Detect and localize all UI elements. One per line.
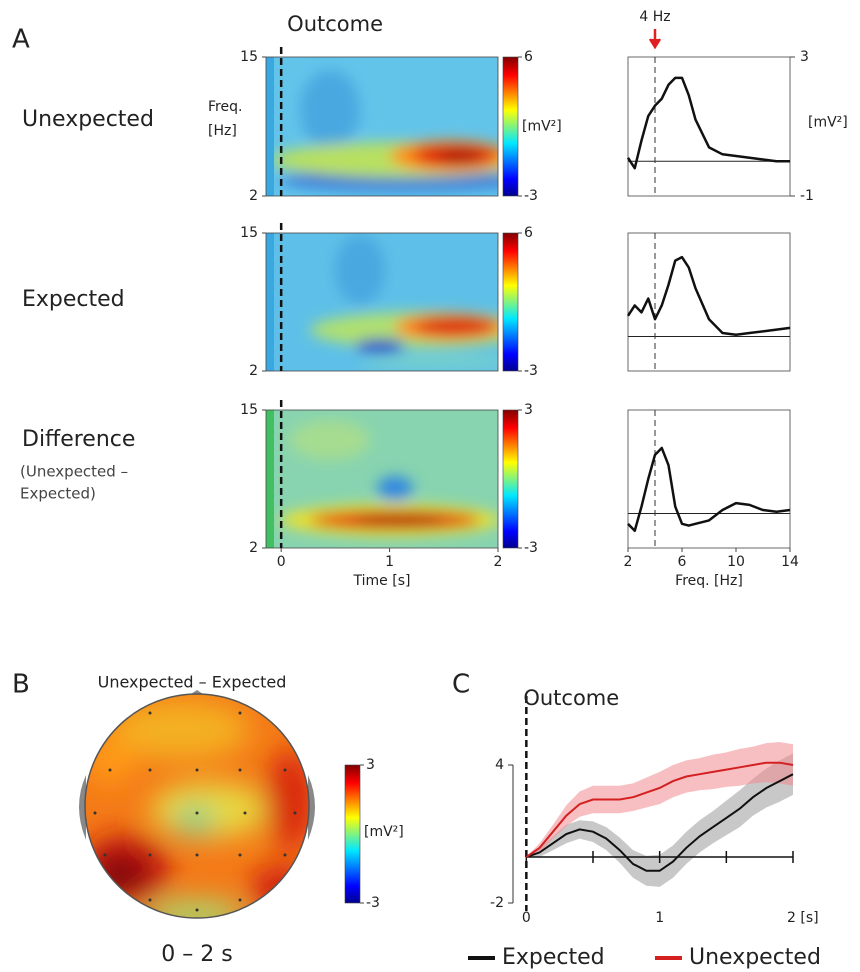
series-line (526, 773, 794, 872)
plot-frame (265, 56, 499, 197)
heatmap-image (266, 410, 498, 548)
y-tick-label: 15 (240, 49, 258, 65)
colorbar-label: [mV²] (364, 824, 404, 840)
colorbar-tick-label: 6 (524, 225, 533, 241)
heatmap-image (266, 57, 498, 196)
plot-frame (265, 409, 499, 549)
y-tick-label: -1 (800, 188, 814, 204)
chart-title: Unexpected – Expected (98, 673, 287, 692)
x-tick-label: 6 (678, 554, 687, 570)
error-band (526, 742, 793, 857)
plot-frame (627, 56, 791, 197)
row-label: Difference (22, 427, 135, 452)
panel-label: B (12, 670, 30, 700)
y-axis-label: Freq. (208, 99, 242, 115)
series-line (525, 761, 794, 858)
panel-label: C (452, 670, 470, 700)
plot-frame (265, 232, 499, 372)
y-tick-label: 2 (249, 363, 258, 379)
colorbar-tick-label: -3 (366, 895, 380, 911)
colorbar-tick-label: 3 (366, 757, 375, 773)
panel-label: A (12, 25, 30, 55)
annotation-arrow (648, 29, 662, 50)
x-axis-label: Freq. [Hz] (675, 573, 743, 589)
y-tick-label: 2 (249, 188, 258, 204)
colorbar-tick-label: 3 (524, 402, 533, 418)
plot-frame (627, 409, 791, 549)
x-axis-label: Time [s] (353, 573, 411, 589)
spectrum-line (627, 446, 791, 532)
colorbar-tick-label: -3 (524, 540, 538, 556)
y-tick-label: 15 (240, 402, 258, 418)
colorbar-tick-label: -3 (524, 188, 538, 204)
x-tick-label: 2 (494, 554, 503, 570)
y-tick-label: 2 (249, 540, 258, 556)
topomap-image (85, 694, 309, 918)
colorbar (502, 56, 519, 197)
ear (79, 775, 86, 840)
chart-title: Outcome (523, 686, 619, 710)
y-tick-label: 4 (495, 757, 504, 773)
electrodes (93, 711, 297, 912)
caption: 0 – 2 s (161, 942, 232, 967)
colorbar-tick-label: -3 (524, 363, 538, 379)
legend-label: Unexpected (689, 945, 821, 970)
x-tick-label: 1 (385, 554, 394, 570)
row-label-note: Expected) (20, 485, 96, 503)
y-axis-label: [Hz] (208, 123, 237, 139)
row-label: Expected (22, 287, 125, 312)
colorbar (344, 764, 361, 904)
colorbar-tick-label: 6 (524, 49, 533, 65)
heatmap-image (266, 233, 498, 371)
x-tick-label: 2 [s] (787, 910, 819, 926)
y-tick-label: 3 (800, 49, 809, 65)
annotation: 4 Hz (639, 9, 670, 25)
colorbar (502, 409, 519, 549)
y-tick-label: -2 (490, 895, 504, 911)
spectrum-line (626, 255, 791, 337)
chart-title: Outcome (287, 12, 383, 36)
legend-label: Expected (502, 945, 605, 970)
x-tick-label: 2 (624, 554, 633, 570)
x-tick-label: 0 (522, 910, 531, 926)
y-axis-label: [mV²] (808, 115, 848, 131)
ear (308, 775, 315, 840)
spectrum-line (626, 76, 790, 170)
plot-frame (627, 232, 791, 372)
colorbar (502, 232, 519, 372)
x-tick-label: 1 (655, 910, 664, 926)
head-outline (84, 693, 310, 919)
x-tick-label: 14 (781, 554, 799, 570)
x-tick-label: 10 (727, 554, 745, 570)
y-tick-label: 15 (240, 225, 258, 241)
row-label-note: (Unexpected – (20, 463, 128, 481)
x-tick-label: 0 (277, 554, 286, 570)
row-label: Unexpected (22, 107, 154, 132)
colorbar-label: [mV²] (522, 119, 562, 135)
